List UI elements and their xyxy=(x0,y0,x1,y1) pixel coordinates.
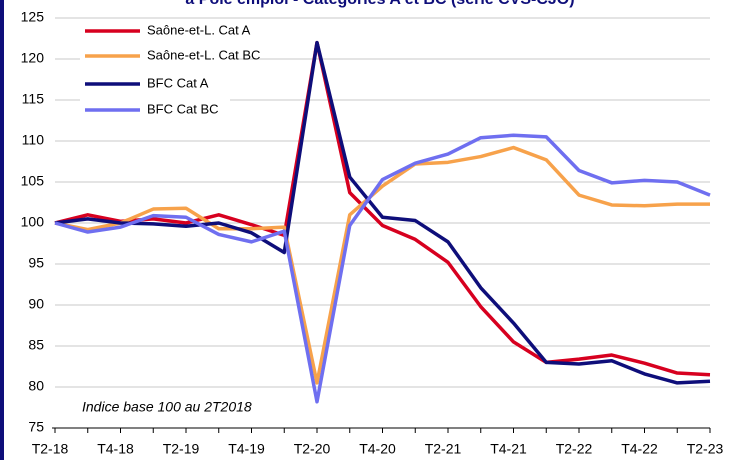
side-strip xyxy=(0,0,4,460)
y-tick-label: 85 xyxy=(28,337,44,353)
x-tick-label: T2-20 xyxy=(294,441,331,457)
legend-label: BFC Cat A xyxy=(147,75,209,90)
x-tick-label: T4-21 xyxy=(490,441,527,457)
legend-bg xyxy=(80,45,230,67)
x-tick-label: T4-19 xyxy=(228,441,265,457)
y-tick-label: 100 xyxy=(21,214,45,230)
x-tick-label: T2-18 xyxy=(32,441,69,457)
series-line xyxy=(54,40,711,385)
y-tick-label: 80 xyxy=(28,378,44,394)
y-tick-label: 110 xyxy=(22,132,45,148)
y-tick-label: 115 xyxy=(22,91,45,107)
y-tick-label: 75 xyxy=(28,419,44,435)
legend-bg xyxy=(80,20,230,42)
legend-bg xyxy=(80,99,230,121)
series-line xyxy=(54,145,710,385)
series-line xyxy=(54,133,711,404)
x-tick-label: T4-20 xyxy=(359,441,396,457)
y-tick-label: 120 xyxy=(21,50,45,66)
y-tick-label: 90 xyxy=(28,296,44,312)
x-tick-label: T2-21 xyxy=(425,441,462,457)
legend-label: Saône-et-L. Cat BC xyxy=(147,47,260,62)
series-line xyxy=(54,40,711,377)
x-tick-label: T2-19 xyxy=(163,441,200,457)
legend-label: BFC Cat BC xyxy=(147,101,219,116)
y-tick-label: 105 xyxy=(21,173,45,189)
x-tick-label: T2-22 xyxy=(556,441,593,457)
x-tick-label: T2-23 xyxy=(687,441,724,457)
legend-bg xyxy=(80,73,230,95)
annotation: Indice base 100 au 2T2018 xyxy=(82,399,252,415)
y-tick-label: 95 xyxy=(28,255,44,271)
x-tick-label: T4-18 xyxy=(97,441,134,457)
legend-label: Saône-et-L. Cat A xyxy=(147,22,251,37)
y-tick-label: 125 xyxy=(21,9,45,25)
x-tick-label: T4-22 xyxy=(621,441,658,457)
chart-title: à Pôle emploi - Catégories A et BC (séri… xyxy=(185,0,574,8)
